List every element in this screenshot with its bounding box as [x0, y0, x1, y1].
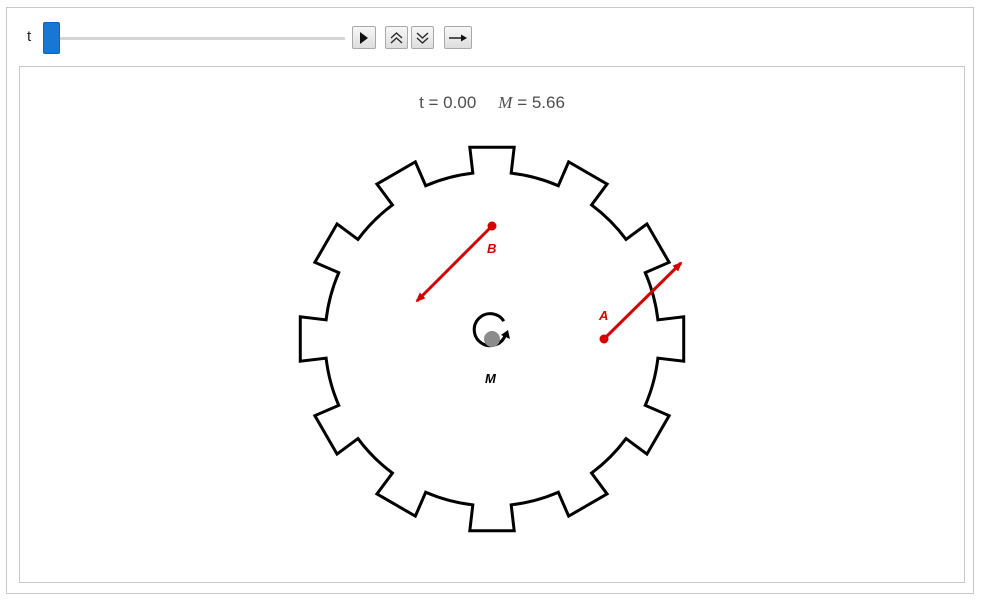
control-bar: t — [7, 8, 973, 66]
double-chevron-down-icon — [416, 32, 429, 44]
manipulate-frame: t t = 0.00 M = 5.66 — [6, 7, 974, 594]
point-b — [487, 221, 497, 231]
hub — [484, 331, 500, 347]
label-m: M — [485, 371, 497, 386]
rotation-arrowhead — [501, 330, 510, 339]
t-slider-track[interactable] — [51, 37, 345, 40]
readout-m-label: M — [498, 93, 513, 112]
label-a: A — [598, 308, 608, 323]
value-readout: t = 0.00 M = 5.66 — [20, 93, 964, 113]
gear-outline — [298, 145, 686, 533]
direction-button[interactable] — [444, 26, 472, 49]
readout-t-value: = 0.00 — [428, 93, 477, 112]
play-button[interactable] — [352, 26, 376, 49]
gear-diagram: B A M — [298, 145, 686, 533]
readout-t-label: t — [419, 93, 424, 112]
point-a — [599, 334, 609, 344]
graphics-panel: t = 0.00 M = 5.66 B A M — [19, 66, 965, 583]
play-icon — [360, 31, 368, 44]
parameter-label: t — [27, 28, 32, 45]
t-slider-thumb[interactable] — [43, 22, 60, 54]
readout-m-value: = 5.66 — [517, 93, 565, 112]
right-arrow-icon — [449, 34, 467, 41]
double-chevron-up-icon — [390, 31, 403, 43]
label-b: B — [487, 241, 496, 256]
vector-b — [415, 224, 494, 303]
slower-button[interactable] — [411, 26, 434, 49]
vector-a — [602, 261, 683, 341]
faster-button[interactable] — [385, 26, 408, 49]
